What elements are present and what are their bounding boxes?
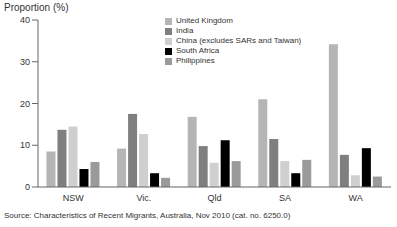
html-text:Source: Characteristics of Rec: Source: Characteristics of Recent Migran… [4, 211, 291, 220]
html-text:Proportion (%): Proportion (%) [4, 2, 69, 13]
svg-text:0: 0 [25, 182, 30, 192]
svg-text:Qld: Qld [207, 193, 221, 203]
svg-text:30: 30 [20, 57, 30, 67]
html-text:United Kingdom: United Kingdom [176, 16, 233, 25]
html-text:India: India [176, 26, 194, 35]
svg-text:SA: SA [279, 193, 291, 203]
svg-text:40: 40 [20, 15, 30, 25]
html-text:Philippines: Philippines [176, 56, 215, 65]
svg-text:Vic.: Vic. [136, 193, 151, 203]
svg-text:20: 20 [20, 99, 30, 109]
html-text:China (excludes SARs and Taiwa: China (excludes SARs and Taiwan) [176, 36, 302, 45]
svg-text:10: 10 [20, 140, 30, 150]
svg-text:WA: WA [349, 193, 363, 203]
html-text:South Africa: South Africa [176, 46, 220, 55]
svg-text:NSW: NSW [63, 193, 85, 203]
